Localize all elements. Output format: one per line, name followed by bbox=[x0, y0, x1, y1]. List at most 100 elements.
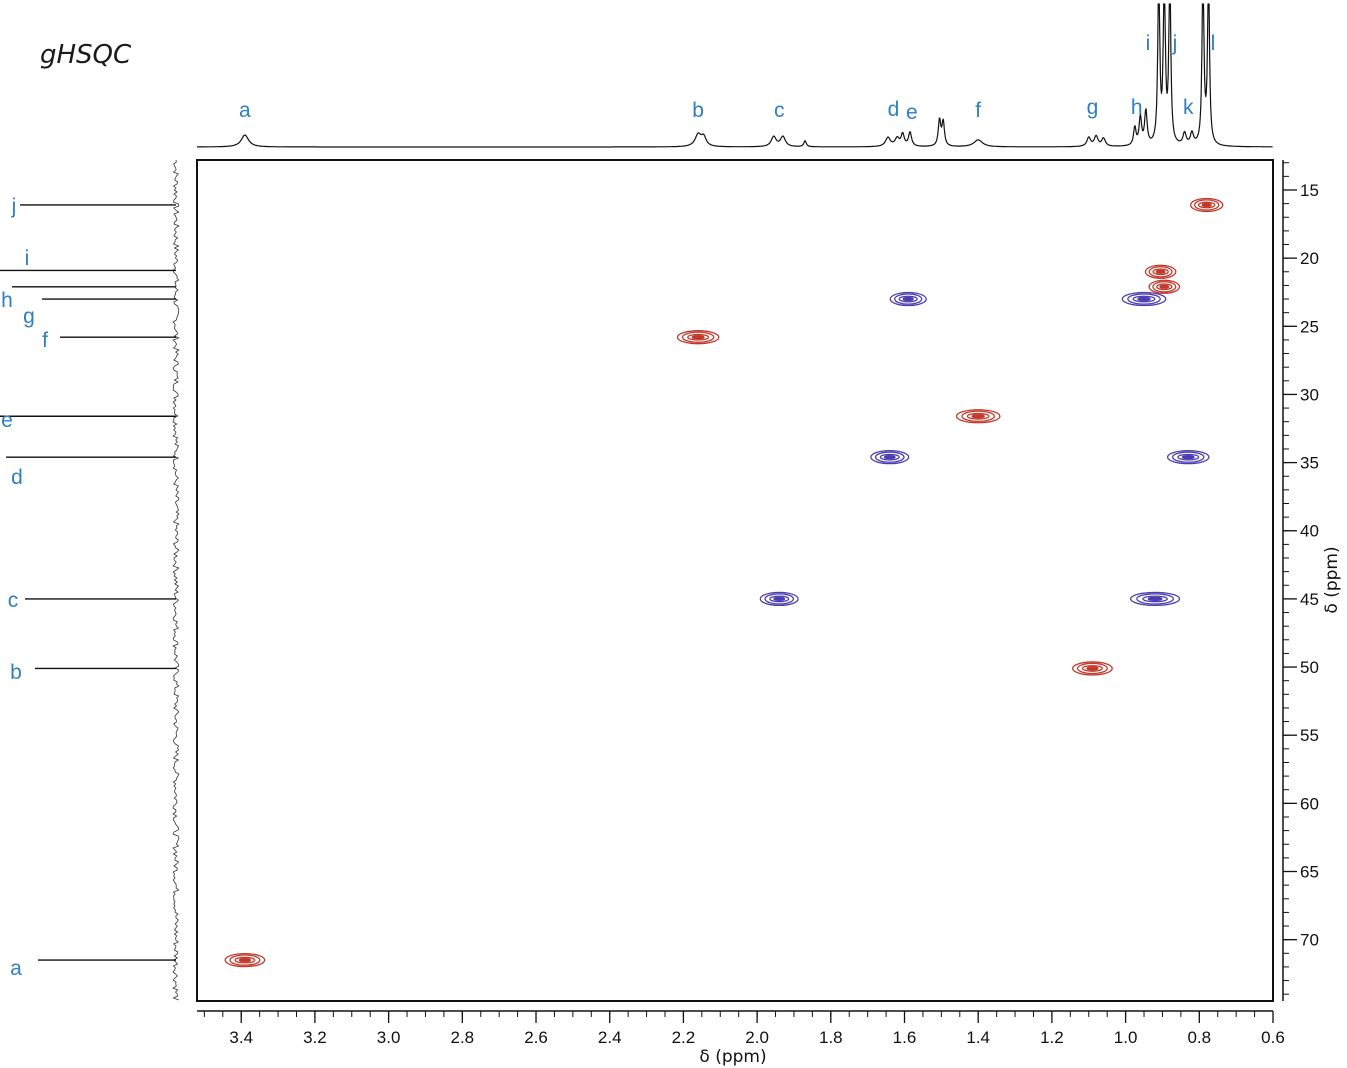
x-tick-label: 2.6 bbox=[524, 1028, 548, 1047]
cross-peak-contour bbox=[902, 296, 914, 302]
carbon-peak-label: h bbox=[1, 289, 13, 312]
x-tick-label: 2.0 bbox=[745, 1028, 769, 1047]
cross-peak-contour bbox=[971, 414, 985, 419]
x-axis-label: δ (ppm) bbox=[699, 1047, 766, 1067]
cross-peak-contour bbox=[1189, 197, 1224, 213]
x-tick-label: 1.4 bbox=[966, 1028, 990, 1047]
cross-peak-contour bbox=[1076, 662, 1108, 675]
proton-peak-label: l bbox=[1211, 32, 1216, 55]
x-tick-label: 2.4 bbox=[598, 1028, 622, 1047]
x-tick-label: 0.8 bbox=[1187, 1028, 1211, 1047]
cross-peak-contour bbox=[1152, 268, 1169, 276]
cross-peak-contour bbox=[1148, 266, 1173, 278]
cross-peak-contour bbox=[1155, 269, 1166, 274]
y-tick-label: 45 bbox=[1300, 590, 1319, 609]
cross-peak-contour bbox=[681, 331, 715, 343]
cross-peak-contour bbox=[1137, 296, 1151, 302]
cross-peak-contour bbox=[898, 295, 918, 303]
cross-peak-contour bbox=[1156, 283, 1173, 291]
cross-peak-contour bbox=[1159, 284, 1170, 289]
cross-peak-contour bbox=[764, 593, 795, 605]
cross-peak bbox=[1144, 264, 1177, 279]
proton-peak-label: g bbox=[1087, 96, 1099, 119]
cross-peak-contour bbox=[773, 596, 786, 602]
cross-peak-contour bbox=[759, 591, 799, 607]
carbon-peak-label: e bbox=[1, 409, 13, 432]
cross-peak-contour bbox=[1177, 453, 1200, 461]
cross-peak bbox=[1071, 661, 1113, 676]
y-tick-label: 25 bbox=[1300, 317, 1319, 336]
x-tick-label: 3.2 bbox=[303, 1028, 327, 1047]
cross-peak-contour bbox=[1144, 264, 1177, 279]
cross-peak-contour bbox=[1127, 293, 1161, 305]
carbon-peak-label: a bbox=[10, 957, 22, 980]
carbon-peak-label: i bbox=[25, 247, 30, 270]
cross-peak-contour bbox=[769, 595, 790, 603]
carbon-peak-label: b bbox=[10, 661, 22, 684]
y-tick-label: 15 bbox=[1300, 181, 1319, 200]
carbon-projection-baseline bbox=[172, 159, 180, 1001]
proton-peak-label: b bbox=[692, 99, 704, 122]
y-tick-label: 70 bbox=[1300, 931, 1319, 950]
cross-peak-contour bbox=[874, 451, 905, 463]
plot-frame bbox=[196, 159, 1274, 1002]
cross-peak-contour bbox=[1197, 201, 1216, 209]
y-tick-label: 65 bbox=[1300, 863, 1319, 882]
cross-peak-contour bbox=[1193, 199, 1220, 211]
proton-projection-spectrum bbox=[197, 3, 1273, 148]
x-tick-label: 1.0 bbox=[1114, 1028, 1138, 1047]
cross-peak-contour bbox=[961, 410, 996, 423]
cross-peak bbox=[676, 330, 720, 345]
carbon-peak-label: j bbox=[11, 195, 17, 218]
cross-peak-contour bbox=[676, 330, 720, 345]
x-tick-label: 0.6 bbox=[1261, 1028, 1285, 1047]
cross-peak bbox=[224, 952, 266, 968]
proton-peak-label: d bbox=[888, 98, 900, 121]
cross-peak-contour bbox=[1148, 279, 1181, 294]
x-tick-label: 2.8 bbox=[450, 1028, 474, 1047]
cross-peak-contour bbox=[879, 453, 900, 461]
y-tick-label: 30 bbox=[1300, 385, 1319, 404]
cross-peak-contour bbox=[966, 412, 990, 420]
proton-peak-label: j bbox=[1172, 32, 1178, 55]
cross-peak bbox=[1148, 279, 1181, 294]
cross-peak-contour bbox=[883, 454, 896, 460]
cross-peak-contour bbox=[1086, 666, 1099, 671]
proton-peak-label: c bbox=[774, 99, 785, 122]
carbon-peak-label: d bbox=[11, 466, 23, 489]
cross-peak-contour bbox=[229, 954, 261, 966]
cross-peak-contour bbox=[889, 291, 927, 307]
y-tick-label: 60 bbox=[1300, 794, 1319, 813]
x-tick-label: 1.2 bbox=[1040, 1028, 1064, 1047]
cross-peak-contour bbox=[1152, 281, 1177, 293]
y-tick-label: 40 bbox=[1300, 522, 1319, 541]
cross-peak-contour bbox=[238, 957, 252, 963]
cross-peak-contour bbox=[1142, 595, 1168, 603]
cross-peak bbox=[1130, 591, 1181, 607]
cross-peak-contour bbox=[1171, 451, 1205, 463]
cross-peak-contour bbox=[1081, 664, 1103, 672]
carbon-peak-label: c bbox=[8, 589, 19, 612]
cross-peak-contour bbox=[1130, 591, 1181, 607]
cross-peak bbox=[870, 449, 910, 465]
cross-peak-contour bbox=[1132, 295, 1156, 303]
x-tick-label: 1.8 bbox=[819, 1028, 843, 1047]
cross-peak-contour bbox=[1136, 593, 1175, 605]
cross-peak-contour bbox=[224, 952, 266, 968]
cross-peak bbox=[1189, 197, 1224, 213]
cross-peak-contour bbox=[955, 409, 1001, 424]
proton-peak-label: a bbox=[239, 99, 251, 122]
y-tick-label: 55 bbox=[1300, 726, 1319, 745]
chart-title: gHSQC bbox=[40, 40, 132, 70]
x-tick-label: 1.6 bbox=[893, 1028, 917, 1047]
x-tick-label: 3.4 bbox=[229, 1028, 253, 1047]
cross-peak bbox=[759, 591, 799, 607]
cross-peak-contour bbox=[1166, 449, 1210, 465]
y-tick-label: 50 bbox=[1300, 658, 1319, 677]
cross-peak-contour bbox=[1181, 454, 1195, 460]
proton-peak-label: h bbox=[1131, 96, 1143, 119]
proton-peak-label: f bbox=[975, 99, 981, 122]
cross-peak-contour bbox=[1121, 291, 1167, 307]
cross-peak bbox=[889, 291, 927, 307]
